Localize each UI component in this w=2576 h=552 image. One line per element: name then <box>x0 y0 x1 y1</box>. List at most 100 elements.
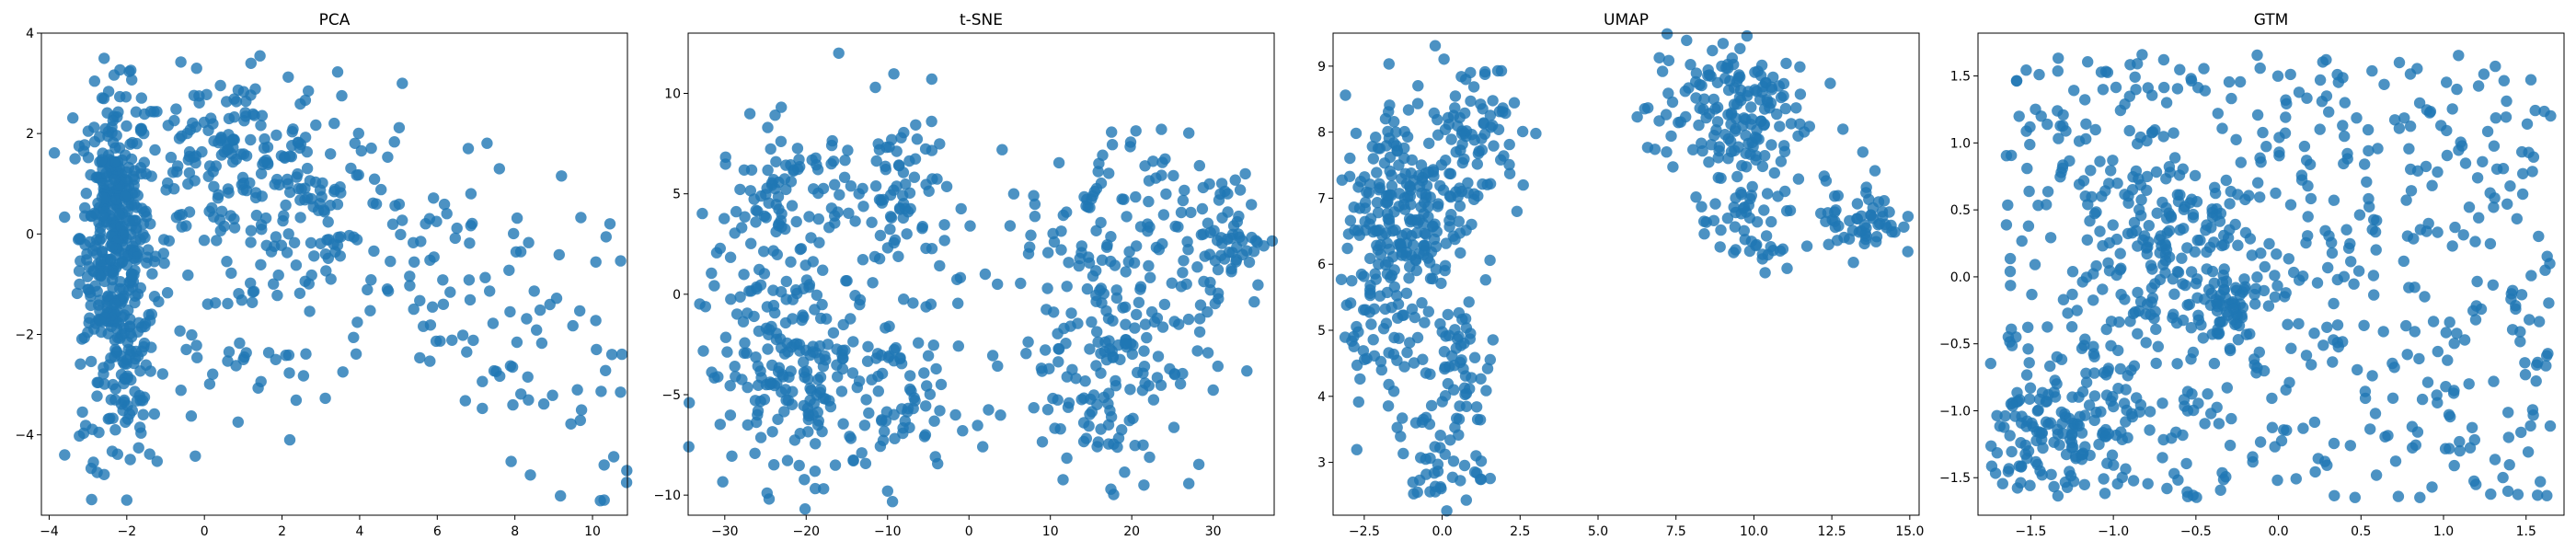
pca-point <box>158 257 170 270</box>
pca-point <box>271 289 283 302</box>
gtm-point <box>2199 418 2211 430</box>
gtm-point <box>2444 410 2456 423</box>
umap-point <box>1516 125 1529 138</box>
umap-point <box>1395 431 1407 443</box>
tsne-point <box>825 157 837 170</box>
gtm-point <box>2306 359 2317 371</box>
tsne-point <box>741 347 753 359</box>
tsne-point <box>860 394 872 406</box>
pca-point <box>75 255 86 267</box>
umap-point <box>1746 113 1758 125</box>
gtm-point <box>2239 193 2251 206</box>
tsne-point <box>926 243 938 255</box>
gtm-point <box>2426 481 2438 493</box>
umap-point <box>1800 240 1813 252</box>
gtm-point <box>2500 111 2513 123</box>
pca-point <box>232 416 244 428</box>
umap-point <box>1484 353 1497 366</box>
gtm-point <box>2304 158 2317 170</box>
gtm-point <box>2453 50 2465 62</box>
gtm-point <box>2071 305 2083 316</box>
pca-point <box>225 267 237 280</box>
pca-point <box>144 218 156 230</box>
umap-point <box>1693 119 1705 132</box>
tsne-point <box>1081 282 1094 295</box>
tsne-point <box>752 205 764 217</box>
tsne-point <box>1147 394 1160 406</box>
pca-point <box>222 355 234 367</box>
gtm-point <box>2448 459 2460 472</box>
gtm-point <box>2178 223 2190 235</box>
gtm-point <box>2219 292 2232 304</box>
umap-point <box>1460 74 1472 86</box>
tsne-x-tick-label: 0 <box>965 524 973 539</box>
tsne-point <box>745 237 757 249</box>
umap-point <box>1427 272 1439 285</box>
pca-point <box>118 309 131 321</box>
tsne-point <box>1029 211 1041 223</box>
umap-point <box>1731 170 1743 183</box>
gtm-point <box>2024 382 2037 394</box>
tsne-point <box>863 407 875 420</box>
umap-point <box>1340 89 1351 101</box>
gtm-point <box>2533 316 2546 328</box>
pca-point <box>190 156 201 169</box>
tsne-point <box>765 320 777 333</box>
gtm-point <box>2177 163 2189 175</box>
tsne-point <box>729 361 741 373</box>
umap-point <box>1411 217 1424 229</box>
gtm-point <box>2000 219 2013 231</box>
gtm-y-tick-label: −1.0 <box>1939 404 1971 419</box>
umap-point <box>1851 198 1864 210</box>
gtm-point <box>2189 246 2201 258</box>
pca-point <box>118 394 131 407</box>
pca-point <box>122 200 134 212</box>
tsne-point <box>861 355 874 367</box>
umap-point <box>1391 144 1403 156</box>
tsne-y-tick-label: 0 <box>673 288 681 303</box>
tsne-point <box>904 370 916 382</box>
pca-point <box>408 303 420 316</box>
gtm-point <box>2087 348 2099 360</box>
pca-point <box>278 210 290 222</box>
tsne-point <box>867 277 879 289</box>
tsne-point <box>791 143 804 155</box>
gtm-point <box>2097 283 2109 295</box>
umap-point <box>1454 200 1466 213</box>
gtm-point <box>2234 75 2247 88</box>
pca-point <box>484 285 496 297</box>
pca-point <box>464 293 477 306</box>
gtm-point <box>2111 477 2123 490</box>
tsne-point <box>1141 331 1153 344</box>
pca-point <box>385 255 397 268</box>
tsne-point <box>776 369 788 381</box>
pca-point <box>305 269 317 282</box>
gtm-point <box>2110 269 2122 282</box>
pca-point <box>114 90 126 103</box>
tsne-point <box>1109 259 1121 271</box>
gtm-point <box>2392 490 2405 502</box>
tsne-point <box>859 457 872 469</box>
umap-point <box>1359 353 1371 365</box>
umap-point <box>1739 234 1752 246</box>
pca-point <box>75 358 86 370</box>
tsne-point <box>792 163 804 176</box>
umap-point <box>1386 179 1398 192</box>
pca-point <box>260 154 272 167</box>
umap-point <box>1342 228 1355 240</box>
pca-point <box>102 265 115 277</box>
umap-point <box>1715 172 1727 184</box>
tsne-point <box>808 183 820 195</box>
gtm-point <box>2081 234 2093 246</box>
umap-point <box>1426 221 1439 233</box>
pca-point <box>206 201 218 214</box>
umap-point <box>1381 286 1394 299</box>
pca-point <box>245 133 257 146</box>
tsne-point <box>977 441 989 453</box>
umap-point <box>1498 150 1510 162</box>
gtm-point <box>2497 471 2509 484</box>
tsne-point <box>1193 326 1206 338</box>
pca-point <box>203 160 216 172</box>
gtm-point <box>2284 199 2297 211</box>
tsne-point <box>1168 316 1180 328</box>
